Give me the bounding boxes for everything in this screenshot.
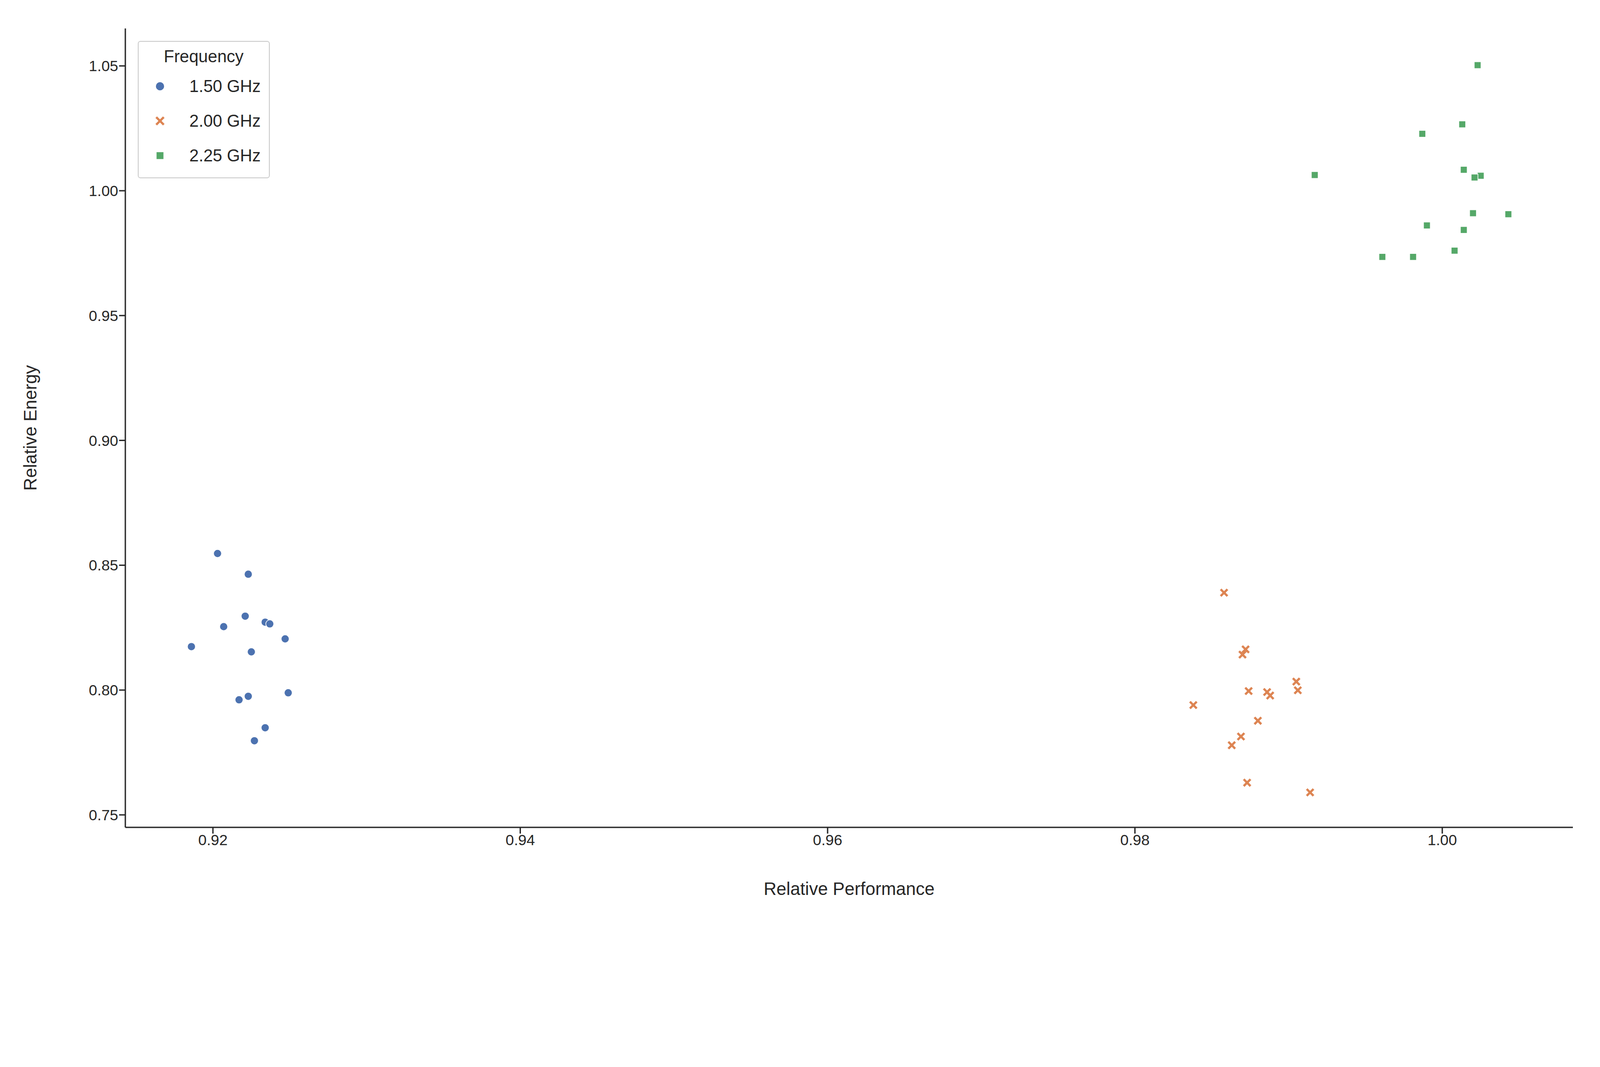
svg-text:0.98: 0.98 [1120, 831, 1150, 848]
svg-text:0.92: 0.92 [198, 831, 228, 848]
html-text:2.25 GHz: 2.25 GHz [189, 146, 261, 165]
svg-text:Relative Energy: Relative Energy [20, 364, 40, 491]
svg-text:0.80: 0.80 [88, 681, 119, 699]
svg-text:0.96: 0.96 [812, 831, 843, 848]
svg-text:0.75: 0.75 [88, 806, 119, 824]
svg-text:0.90: 0.90 [88, 432, 119, 449]
svg-text:1.00: 1.00 [1427, 831, 1457, 848]
svg-text:1.05: 1.05 [88, 57, 119, 75]
html-text:Frequency: Frequency [163, 47, 244, 66]
svg-text:0.94: 0.94 [505, 831, 535, 848]
svg-text:0.85: 0.85 [88, 556, 119, 574]
svg-text:0.95: 0.95 [88, 307, 119, 324]
svg-text:Relative Performance: Relative Performance [763, 878, 935, 899]
svg-text:1.00: 1.00 [88, 182, 119, 200]
html-text:1.50 GHz: 1.50 GHz [189, 76, 261, 96]
html-text:2.00 GHz: 2.00 GHz [189, 111, 261, 130]
